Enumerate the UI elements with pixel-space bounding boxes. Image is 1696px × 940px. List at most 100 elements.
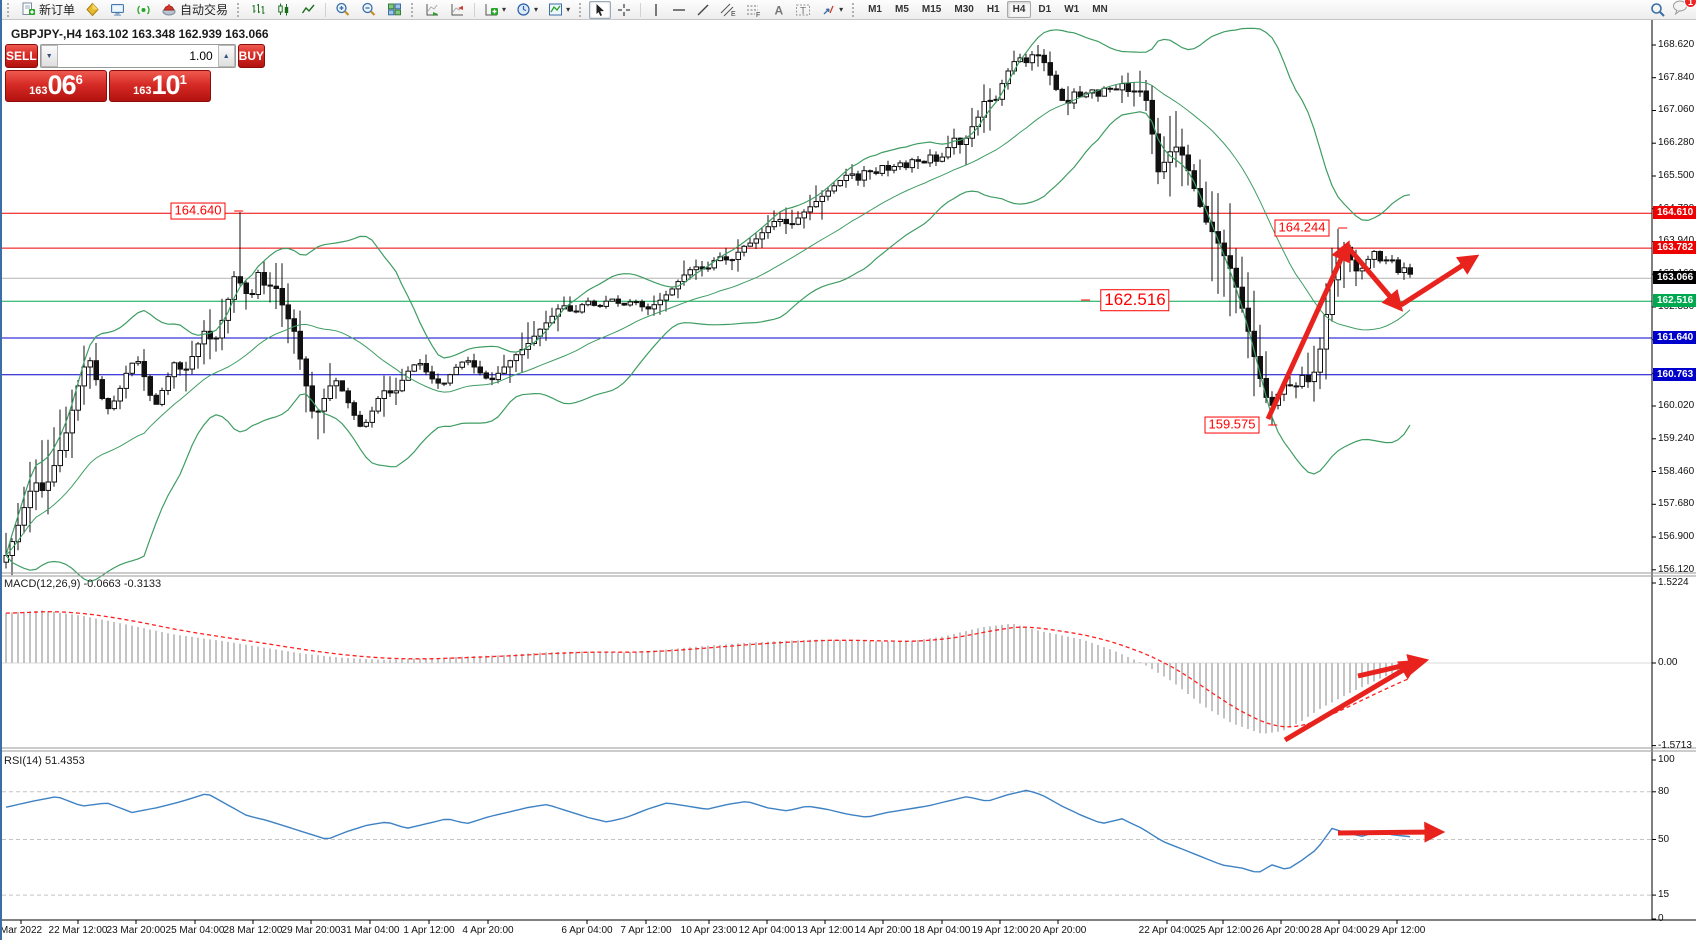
chart-object-label-164.244[interactable]: 164.244 [1274, 219, 1330, 237]
sell-price-display[interactable]: 163 06 6 [5, 70, 107, 102]
clock-icon [517, 3, 530, 16]
trend-arrow-3[interactable] [1399, 254, 1480, 308]
candle-body [747, 242, 753, 247]
periods-button[interactable]: ▾ [512, 1, 542, 19]
tile-windows-button[interactable] [383, 1, 406, 19]
axis-price-tag-162.516[interactable]: 162.516 [1653, 294, 1696, 307]
periods-dropdown-caret[interactable]: ▾ [534, 4, 539, 14]
equidistant-channel-tool-button[interactable]: E [716, 1, 740, 19]
axis-price-tag-163.782[interactable]: 163.782 [1653, 241, 1696, 254]
candle-body [267, 284, 273, 287]
trend-arrow-1[interactable] [1265, 240, 1351, 421]
buy-price-display[interactable]: 163 10 1 [109, 70, 211, 102]
chart-line-button[interactable] [297, 1, 320, 19]
bollinger-band-m[interactable] [5, 81, 1411, 556]
axis-price-tag-164.610[interactable]: 164.610 [1653, 206, 1696, 219]
time-axis-label: 10 Apr 23:00 [680, 925, 738, 936]
toolbar-grip[interactable] [411, 2, 416, 17]
toolbar-grip[interactable] [237, 2, 242, 17]
candle-body [711, 260, 717, 269]
search-icon[interactable] [1650, 2, 1666, 18]
volume-decrease-button[interactable]: ▼ [40, 45, 58, 67]
trend-arrow-2[interactable] [1345, 244, 1404, 312]
timeframe-button-M1[interactable]: M1 [868, 4, 882, 15]
chart-bars-button[interactable] [247, 1, 270, 19]
macd-arrow-1[interactable] [1283, 659, 1421, 743]
axis-price-tag-163.066[interactable]: 163.066 [1653, 271, 1696, 284]
candle-body [1149, 99, 1155, 135]
candle-body [735, 251, 741, 260]
candle-body [369, 410, 375, 423]
macd-arrow-2[interactable] [1357, 654, 1430, 679]
timeframe-button-M15[interactable]: M15 [921, 4, 942, 15]
sell-button[interactable]: SELL [5, 44, 38, 68]
templates-button[interactable]: ▾ [544, 1, 574, 19]
timeframe-button-M5[interactable]: M5 [895, 4, 909, 15]
horizontal-line-tool-button[interactable] [668, 1, 690, 19]
metaeditor-button[interactable] [81, 1, 104, 19]
candle-body [1389, 259, 1395, 262]
arrows-dropdown-caret[interactable]: ▾ [839, 4, 844, 14]
autotrading-button[interactable]: 自动交易 [157, 1, 232, 19]
zoom-in-button[interactable] [331, 1, 355, 19]
arrows-tool-button[interactable]: ▾ [817, 1, 847, 19]
volume-increase-button[interactable]: ▲ [217, 45, 235, 67]
zoom-out-button[interactable] [357, 1, 381, 19]
terminal-button[interactable] [106, 1, 130, 19]
cursor-tool-button[interactable] [589, 0, 612, 19]
trendline-icon [697, 4, 709, 15]
timeframe-button-W1[interactable]: W1 [1064, 4, 1080, 15]
candle-body [903, 162, 909, 169]
toolbar-grip[interactable] [7, 2, 12, 17]
trendline-tool-button[interactable] [692, 1, 714, 19]
macd-pane[interactable] [2, 610, 1652, 743]
new-order-button[interactable]: 新订单 [17, 1, 79, 19]
sell-price-sup: 6 [75, 72, 83, 87]
price-pane[interactable] [2, 27, 1652, 583]
buy-button[interactable]: BUY [237, 44, 266, 68]
chart-object-label-164.640[interactable]: 164.640 [170, 202, 226, 220]
sell-button-label: SELL [6, 49, 37, 63]
toolbar-grip[interactable] [852, 2, 857, 17]
fibonacci-tool-button[interactable]: F [742, 1, 766, 19]
rsi-line[interactable] [5, 789, 1411, 873]
indicators-button[interactable]: ▾ [480, 1, 510, 19]
svg-text:F: F [756, 12, 760, 17]
time-axis-label: 1 Apr 12:00 [403, 925, 455, 936]
price-tick-label: 168.620 [1658, 39, 1695, 50]
volume-input[interactable] [57, 45, 218, 67]
crosshair-tool-button[interactable] [613, 1, 635, 19]
chart-object-label-162.516[interactable]: 162.516 [1100, 289, 1170, 311]
notifications-button[interactable]: 1 [1672, 0, 1696, 20]
horizontal-line-icon [673, 8, 686, 11]
rsi-pane[interactable] [2, 789, 1652, 896]
axis-price-tag-161.640[interactable]: 161.640 [1653, 331, 1696, 344]
chart-candles-button[interactable] [272, 1, 295, 19]
signal-button[interactable] [132, 1, 155, 19]
auto-scroll-button[interactable] [421, 1, 444, 19]
arrow-objects-icon [823, 5, 834, 14]
toolbar-grip[interactable] [579, 2, 584, 17]
timeframe-button-D1[interactable]: D1 [1038, 4, 1052, 15]
indicators-dropdown-caret[interactable]: ▾ [502, 4, 507, 14]
timeframe-button-H1[interactable]: H1 [986, 4, 1000, 15]
price-tick-label: 163.940 [1658, 235, 1694, 246]
timeframe-button-MN[interactable]: MN [1092, 4, 1108, 15]
candle-body [1179, 146, 1185, 156]
rsi-arrow-1[interactable] [1337, 821, 1446, 843]
chart-object-label-159.575[interactable]: 159.575 [1204, 416, 1260, 434]
candle-body [159, 390, 165, 405]
chart-shift-button[interactable] [446, 1, 469, 19]
text-tool-button[interactable]: A [768, 1, 789, 19]
candle-body [81, 366, 87, 387]
axis-price-tag-160.763[interactable]: 160.763 [1653, 368, 1696, 381]
bollinger-band-u[interactable] [5, 27, 1411, 556]
candle-body [165, 376, 171, 392]
text-label-tool-button[interactable]: T [791, 1, 815, 19]
bollinger-band-l[interactable] [5, 111, 1411, 583]
timeframe-button-H4[interactable]: H4 [1006, 1, 1032, 18]
templates-dropdown-caret[interactable]: ▾ [566, 4, 571, 14]
timeframe-button-M30[interactable]: M30 [954, 4, 974, 15]
vertical-line-tool-button[interactable] [646, 1, 666, 19]
